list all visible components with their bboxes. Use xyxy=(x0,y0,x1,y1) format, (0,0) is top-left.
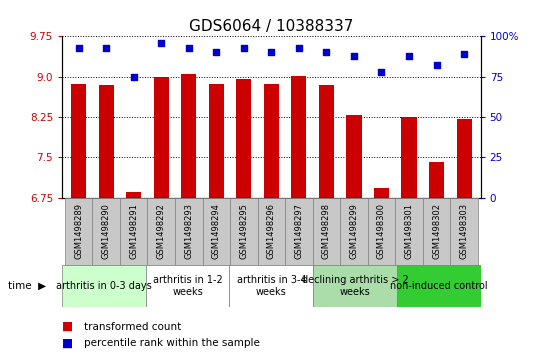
Text: GSM1498290: GSM1498290 xyxy=(102,204,111,259)
Text: GSM1498296: GSM1498296 xyxy=(267,203,276,260)
Bar xyxy=(209,84,224,198)
Text: non-induced control: non-induced control xyxy=(390,281,488,291)
Bar xyxy=(126,192,141,198)
Point xyxy=(377,69,386,75)
Bar xyxy=(313,198,340,265)
Text: transformed count: transformed count xyxy=(84,322,181,332)
Text: GSM1498298: GSM1498298 xyxy=(322,203,331,260)
Bar xyxy=(291,76,307,198)
Bar xyxy=(423,198,450,265)
Text: arthritis in 0-3 days: arthritis in 0-3 days xyxy=(56,281,152,291)
Text: arthritis in 1-2
weeks: arthritis in 1-2 weeks xyxy=(153,275,222,297)
Point xyxy=(432,62,441,68)
Bar xyxy=(65,198,92,265)
Text: GSM1498301: GSM1498301 xyxy=(404,203,414,260)
Point xyxy=(404,53,413,58)
Bar xyxy=(264,84,279,198)
Bar xyxy=(71,84,86,198)
Text: declining arthritis > 2
weeks: declining arthritis > 2 weeks xyxy=(302,275,408,297)
Point xyxy=(130,74,138,79)
Bar xyxy=(146,265,230,307)
Point xyxy=(212,49,221,55)
Bar xyxy=(368,198,395,265)
Bar xyxy=(181,74,197,198)
Text: GSM1498294: GSM1498294 xyxy=(212,204,221,259)
Bar xyxy=(346,115,361,198)
Text: GSM1498300: GSM1498300 xyxy=(377,203,386,260)
Text: time  ▶: time ▶ xyxy=(8,281,46,291)
Bar xyxy=(62,265,146,307)
Bar xyxy=(202,198,230,265)
Title: GDS6064 / 10388337: GDS6064 / 10388337 xyxy=(189,19,354,34)
Text: GSM1498293: GSM1498293 xyxy=(184,203,193,260)
Bar xyxy=(175,198,202,265)
Point xyxy=(185,45,193,50)
Text: GSM1498295: GSM1498295 xyxy=(239,204,248,259)
Text: GSM1498297: GSM1498297 xyxy=(294,203,303,260)
Bar xyxy=(313,265,397,307)
Bar xyxy=(285,198,313,265)
Text: GSM1498292: GSM1498292 xyxy=(157,204,166,259)
Bar xyxy=(258,198,285,265)
Bar xyxy=(154,77,169,198)
Bar xyxy=(397,265,481,307)
Bar xyxy=(319,85,334,198)
Bar xyxy=(92,198,120,265)
Bar xyxy=(395,198,423,265)
Bar xyxy=(401,117,416,198)
Point xyxy=(240,45,248,50)
Text: GSM1498291: GSM1498291 xyxy=(129,204,138,259)
Point xyxy=(157,40,166,46)
Point xyxy=(294,45,303,50)
Point xyxy=(460,51,468,57)
Text: percentile rank within the sample: percentile rank within the sample xyxy=(84,338,260,348)
Bar xyxy=(147,198,175,265)
Point xyxy=(75,45,83,50)
Bar xyxy=(99,85,114,198)
Bar xyxy=(429,162,444,198)
Text: ■: ■ xyxy=(62,337,73,350)
Bar xyxy=(236,79,252,198)
Point xyxy=(322,49,330,55)
Bar xyxy=(340,198,368,265)
Bar xyxy=(230,198,258,265)
Text: arthritis in 3-4
weeks: arthritis in 3-4 weeks xyxy=(237,275,306,297)
Bar xyxy=(120,198,147,265)
Text: GSM1498302: GSM1498302 xyxy=(432,203,441,260)
Bar xyxy=(456,119,471,198)
Text: ■: ■ xyxy=(62,320,73,333)
Text: GSM1498299: GSM1498299 xyxy=(349,204,359,259)
Point xyxy=(102,45,111,50)
Bar xyxy=(450,198,478,265)
Bar xyxy=(230,265,313,307)
Point xyxy=(349,53,358,58)
Point xyxy=(267,49,275,55)
Bar xyxy=(374,188,389,198)
Text: GSM1498289: GSM1498289 xyxy=(74,203,83,260)
Text: GSM1498303: GSM1498303 xyxy=(460,203,469,260)
